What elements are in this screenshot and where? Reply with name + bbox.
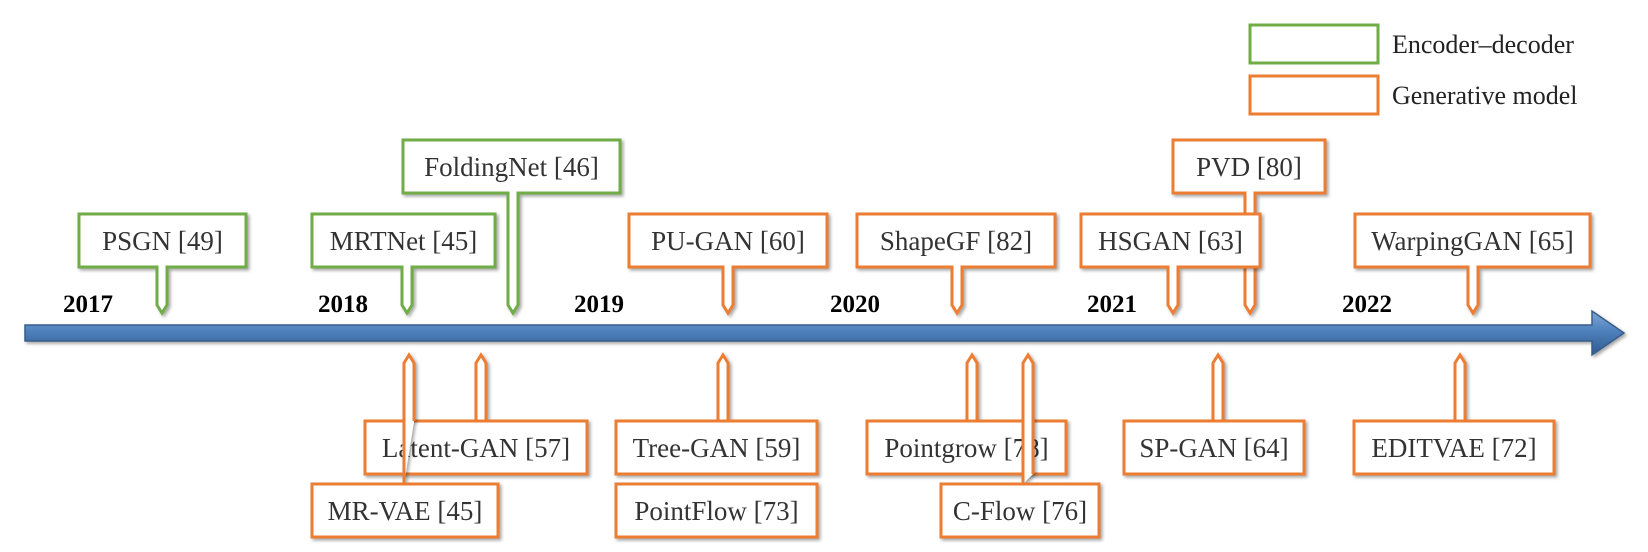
callout-shape — [614, 352, 819, 476]
method-label: WarpingGAN [65] — [1371, 226, 1574, 256]
callout-hsgan: HSGAN [63] — [1079, 212, 1262, 316]
method-label: PointFlow [73] — [634, 496, 798, 526]
year-labels: 2017 2018 2019 2020 2021 2022 — [63, 291, 1392, 318]
method-label: PU-GAN [60] — [651, 226, 805, 256]
callout-shape — [614, 482, 819, 539]
callout-foldingnet: FoldingNet [46] — [401, 138, 622, 316]
legend-label-encoder-decoder: Encoder–decoder — [1392, 30, 1574, 59]
callout-mr-vae: MR-VAE [45] — [310, 352, 500, 539]
callout-c-flow: C-Flow [76] — [939, 352, 1101, 539]
callout-shape — [855, 212, 1057, 316]
callout-shape — [1079, 212, 1262, 316]
legend-label-generative-model: Generative model — [1392, 81, 1578, 110]
method-label: C-Flow [76] — [953, 496, 1087, 526]
callout-shape — [363, 352, 589, 476]
legend-item-encoder-decoder: Encoder–decoder — [1248, 23, 1574, 65]
callout-pointflow: PointFlow [73] — [614, 482, 819, 539]
method-label: EDITVAE [72] — [1371, 433, 1536, 463]
year-label-2020: 2020 — [830, 291, 880, 318]
year-label-2017: 2017 — [63, 291, 113, 318]
method-label: FoldingNet [46] — [424, 152, 599, 182]
legend-swatch-generative-model — [1248, 74, 1380, 116]
callout-shape — [627, 212, 829, 316]
year-label-2021: 2021 — [1087, 291, 1137, 318]
method-label: Latent-GAN [57] — [382, 433, 570, 463]
callout-shape — [865, 352, 1068, 476]
callout-tree-gan: Tree-GAN [59] — [614, 352, 819, 476]
method-label: Pointgrow [78] — [884, 433, 1048, 463]
callout-psgn: PSGN [49] — [77, 212, 248, 316]
callout-shape — [1122, 352, 1306, 476]
method-label: HSGAN [63] — [1098, 226, 1243, 256]
callout-pu-gan: PU-GAN [60] — [627, 212, 829, 316]
method-label: PVD [80] — [1196, 152, 1302, 182]
method-label: ShapeGF [82] — [880, 226, 1032, 256]
callout-shape — [310, 352, 500, 539]
year-label-2018: 2018 — [318, 291, 368, 318]
callout-shape — [1352, 352, 1556, 476]
callout-sp-gan: SP-GAN [64] — [1122, 352, 1306, 476]
timeline-arrow — [24, 309, 1626, 357]
callout-shape — [1353, 212, 1592, 316]
callout-shape — [77, 212, 248, 316]
callout-pointgrow: Pointgrow [78] — [865, 352, 1068, 476]
method-label: MR-VAE [45] — [328, 496, 483, 526]
year-label-2022: 2022 — [1342, 291, 1392, 318]
callout-latent-gan: Latent-GAN [57] — [363, 352, 589, 476]
method-label: Tree-GAN [59] — [633, 433, 801, 463]
callout-editvae: EDITVAE [72] — [1352, 352, 1556, 476]
callout-shape — [401, 138, 622, 316]
legend-item-generative-model: Generative model — [1248, 74, 1578, 116]
method-label: PSGN [49] — [102, 226, 223, 256]
callout-mrtnet: MRTNet [45] — [310, 212, 497, 316]
year-label-2019: 2019 — [574, 291, 624, 318]
callout-shape — [310, 212, 497, 316]
callout-warpinggan: WarpingGAN [65] — [1353, 212, 1592, 316]
callout-shapegf: ShapeGF [82] — [855, 212, 1057, 316]
callout-shape — [939, 352, 1101, 539]
legend-swatch-encoder-decoder — [1248, 23, 1380, 65]
method-label: SP-GAN [64] — [1139, 433, 1288, 463]
legend: Encoder–decoder Generative model — [1248, 23, 1578, 116]
method-label: MRTNet [45] — [330, 226, 478, 256]
